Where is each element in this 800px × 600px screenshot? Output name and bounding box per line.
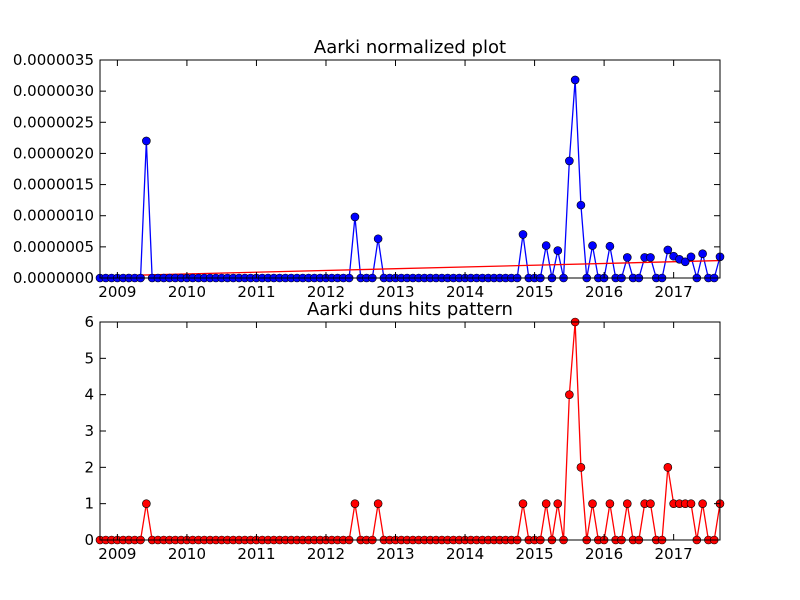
duns-hits-plot-title: Aarki duns hits pattern [307, 299, 513, 320]
x-tick-label: 2017 [655, 283, 693, 301]
trend-line [99, 259, 721, 277]
data-point [518, 499, 528, 508]
y-tick-label: 2 [84, 458, 94, 476]
y-tick-label: 3 [84, 422, 94, 440]
duns-hits-plot: Aarki duns hits pattern 2009 2010 2011 2012… [84, 299, 725, 563]
data-point [553, 246, 563, 255]
y-tick-label: 0.0000000 [13, 269, 94, 287]
data-point [686, 499, 696, 508]
data-point [565, 390, 574, 399]
data-point [698, 499, 707, 508]
normalized-plot-ticks: 2009 2010 2011 2012 2013 2014 2015 2016 2017 0.00… [13, 51, 720, 301]
data-point [588, 241, 597, 250]
x-tick-label: 2012 [307, 545, 345, 563]
x-tick-label: 2016 [585, 545, 623, 563]
data-point [663, 245, 673, 255]
data-point [518, 230, 528, 239]
y-tick-label: 6 [84, 313, 94, 331]
data-point [553, 499, 563, 508]
x-tick-label: 2014 [446, 283, 484, 301]
data-point [605, 499, 615, 508]
x-tick-label: 2015 [515, 283, 553, 301]
y-tick-label: 0.0000015 [13, 176, 94, 194]
data-point [350, 499, 360, 508]
y-tick-label: 1 [84, 495, 94, 513]
data-point [622, 253, 632, 262]
data-point [142, 499, 151, 508]
data-point [541, 499, 551, 508]
data-point [588, 499, 597, 508]
x-tick-label: 2016 [585, 283, 623, 301]
data-point [663, 463, 673, 472]
normalized-plot: Aarki normalized plot 2009 2010 2011 2012 20… [13, 37, 725, 301]
normalized-plot-title: Aarki normalized plot [314, 37, 506, 58]
x-tick-label: 2013 [376, 283, 414, 301]
data-point [565, 156, 574, 166]
data-point [142, 136, 151, 146]
y-tick-label: 0.0000025 [13, 113, 94, 131]
y-tick-label: 0.0000030 [13, 82, 94, 100]
data-point [576, 463, 586, 472]
x-tick-label: 2013 [376, 545, 414, 563]
data-point [622, 499, 632, 508]
x-tick-label: 2009 [98, 283, 136, 301]
x-tick-label: 2015 [515, 545, 553, 563]
y-tick-label: 5 [84, 349, 94, 367]
x-tick-label: 2017 [655, 545, 693, 563]
data-point [605, 241, 615, 251]
y-tick-label: 4 [84, 386, 94, 404]
x-tick-label: 2010 [168, 545, 206, 563]
data-point [646, 499, 655, 508]
x-tick-label: 2011 [237, 283, 275, 301]
normalized-plot-frame [99, 59, 721, 279]
x-tick-label: 2012 [307, 283, 345, 301]
data-point [576, 200, 586, 210]
data-point [350, 212, 360, 222]
x-tick-label: 2011 [237, 545, 275, 563]
data-point [373, 234, 383, 244]
data-point [373, 499, 383, 508]
y-tick-label: 0.0000020 [13, 144, 94, 162]
y-tick-label: 0.0000035 [13, 51, 94, 69]
data-point [686, 252, 696, 262]
y-tick-label: 0.0000005 [13, 238, 94, 256]
y-tick-label: 0.0000010 [13, 207, 94, 225]
data-point [680, 257, 690, 267]
x-tick-label: 2010 [168, 283, 206, 301]
x-tick-label: 2009 [98, 545, 136, 563]
duns-hits-plot-ticks: 2009 2010 2011 2012 2013 2014 2015 2016 2017 0 1 2 3… [84, 313, 720, 563]
data-point [646, 253, 655, 262]
data-point [698, 249, 707, 259]
data-point [541, 241, 551, 250]
x-tick-label: 2014 [446, 545, 484, 563]
y-tick-label: 0 [84, 531, 94, 549]
data-point [570, 75, 580, 85]
